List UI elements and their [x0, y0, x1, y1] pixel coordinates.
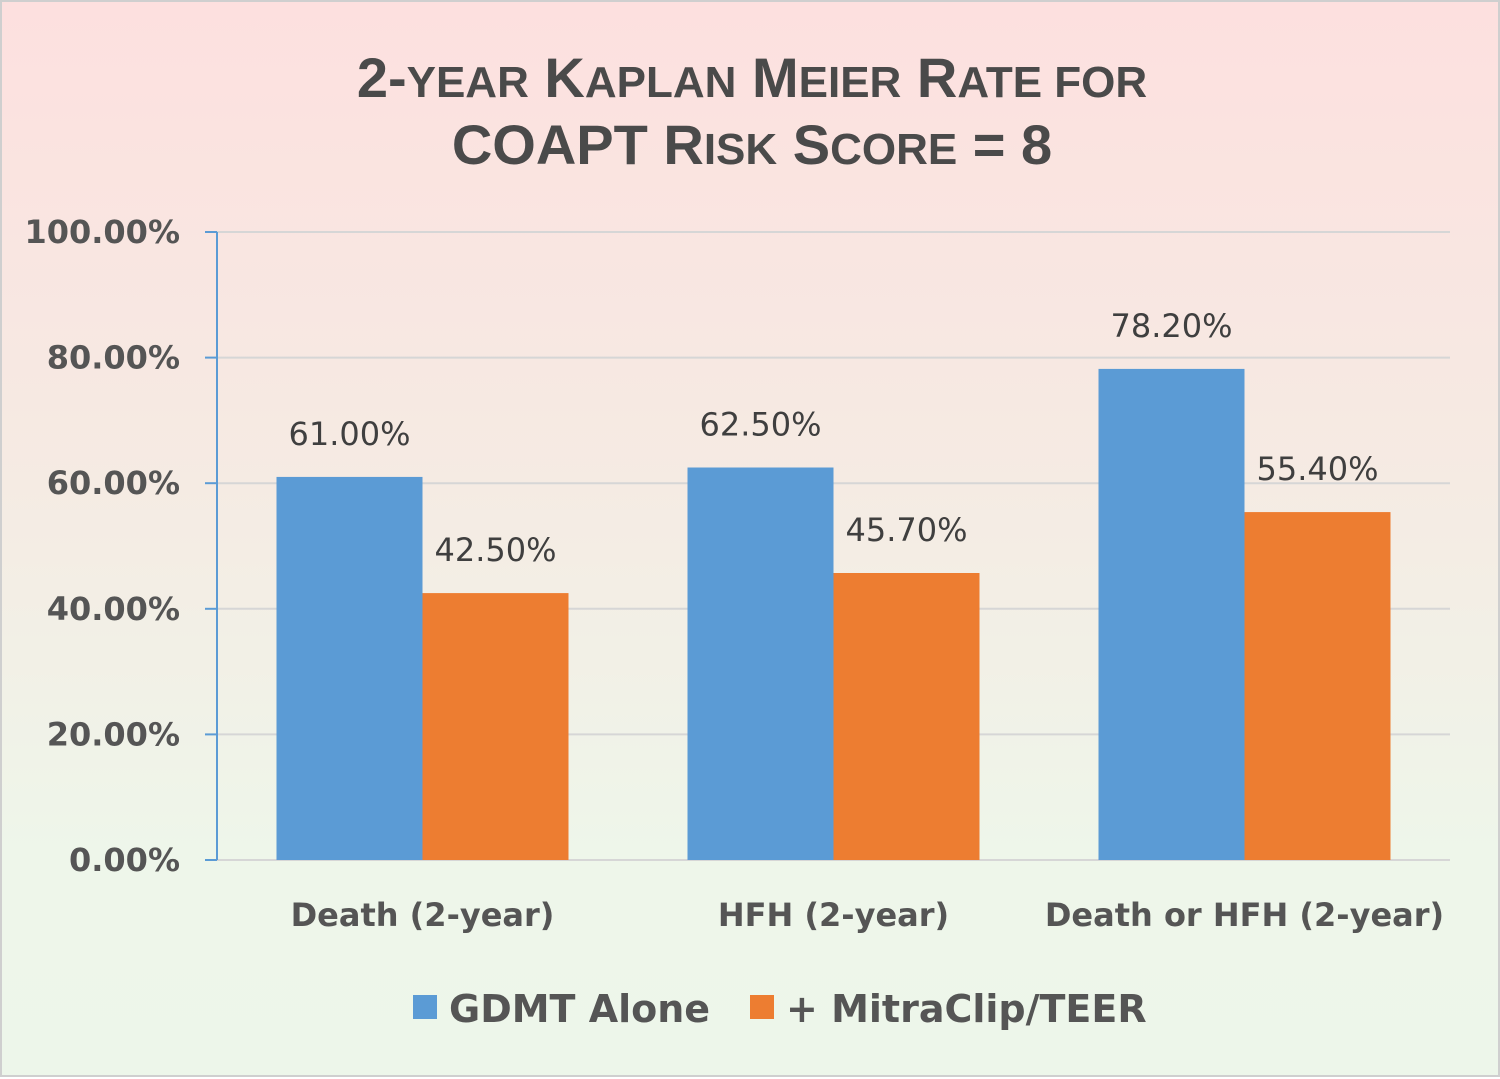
data-label-2-3: 55.40%	[1256, 450, 1378, 488]
data-label-2-2: 45.70%	[845, 511, 967, 549]
legend: GDMT Alone + MitraClip/TEER	[413, 987, 1147, 1031]
chart-title-line-1-run-7: R	[901, 46, 957, 109]
chart-title-line-1-run-2: YEAR	[407, 58, 529, 107]
chart-title-line-1: 2-YEAR KAPLAN MEIER RATE FOR	[357, 46, 1147, 109]
chart-title-line-2: COAPT RISK SCORE = 8	[452, 113, 1052, 176]
data-label-1-3: 78.20%	[1110, 307, 1232, 345]
y-tick-label-1: 20.00%	[47, 715, 180, 753]
bar-2-2	[833, 573, 980, 860]
legend-label-1: GDMT Alone	[449, 987, 710, 1031]
chart-title-line-2-run-5: = 8	[957, 113, 1052, 176]
chart-title-line-1-run-5: M	[736, 46, 798, 109]
legend-label-2: + MitraClip/TEER	[786, 987, 1147, 1031]
chart-title-line-2-run-2: ISK	[704, 125, 778, 174]
x-category-label-2: HFH (2-year)	[718, 896, 949, 934]
x-axis-categories: Death (2-year) HFH (2-year) Death or HFH (…	[291, 896, 1445, 934]
chart-title-line-2-run-3: S	[777, 113, 830, 176]
chart-title-line-1-run-3: K	[529, 46, 585, 109]
x-category-label-3: Death or HFH (2-year)	[1045, 896, 1444, 934]
chart-title-line-2-run-4: CORE	[830, 125, 957, 174]
data-label-1-2: 62.50%	[699, 406, 821, 444]
bar-1-1	[276, 476, 423, 860]
x-category-label-1: Death (2-year)	[291, 896, 555, 934]
y-tick-label-2: 40.00%	[47, 590, 180, 628]
chart-title-line-1-run-6: EIER	[799, 58, 902, 107]
legend-swatch-2	[750, 995, 774, 1019]
chart-title-line-1-run-4: APLAN	[585, 58, 737, 107]
bars	[276, 368, 1391, 860]
y-tick-label-4: 80.00%	[47, 339, 180, 377]
chart-title-line-1-run-1: 2-	[357, 46, 407, 109]
y-axis: 0.00% 20.00% 40.00% 60.00% 80.00% 100.00%	[24, 213, 218, 879]
bar-1-2	[687, 467, 834, 860]
data-labels: 61.00% 42.50% 62.50% 45.70% 78.20% 55.40%	[288, 307, 1378, 569]
y-tick-label-0: 0.00%	[69, 841, 180, 879]
chart-title-line-1-run-8: ATE FOR	[957, 58, 1147, 107]
bar-2-1	[422, 593, 569, 860]
data-label-1-1: 61.00%	[288, 415, 410, 453]
chart-title-line-2-run-1: COAPT R	[452, 113, 704, 176]
y-tick-label-5: 100.00%	[24, 213, 180, 251]
y-tick-label-3: 60.00%	[47, 464, 180, 502]
bar-2-3	[1244, 512, 1391, 860]
legend-swatch-1	[413, 995, 437, 1019]
data-label-2-1: 42.50%	[434, 531, 556, 569]
bar-1-3	[1098, 368, 1245, 860]
